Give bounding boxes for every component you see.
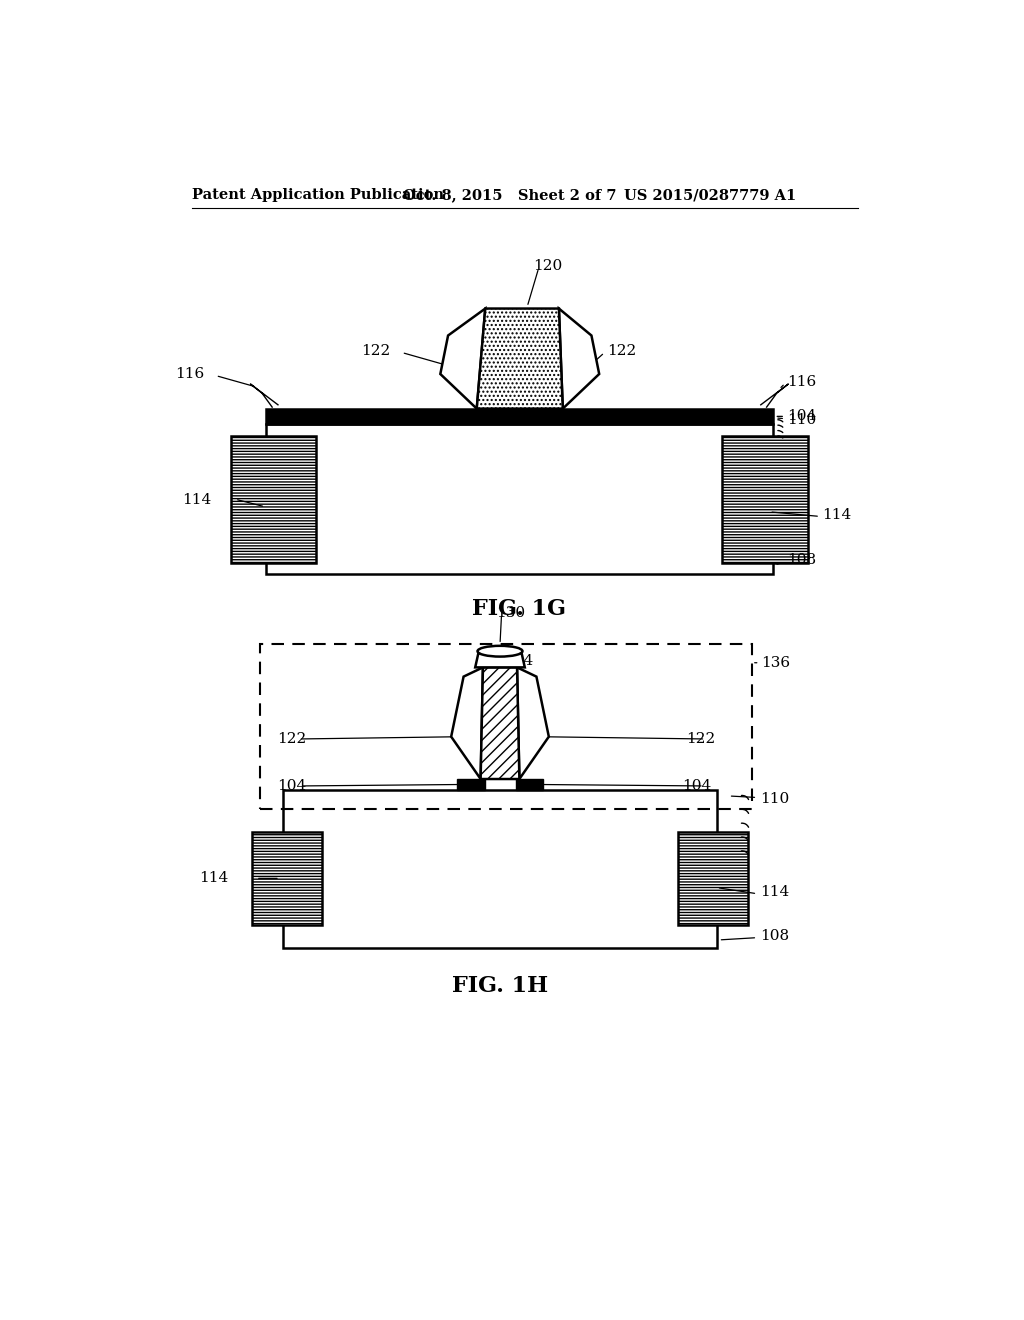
Text: Oct. 8, 2015   Sheet 2 of 7: Oct. 8, 2015 Sheet 2 of 7 — [403, 189, 616, 202]
Text: FIG. 1H: FIG. 1H — [452, 975, 548, 997]
Polygon shape — [559, 309, 599, 409]
Text: 120: 120 — [534, 259, 562, 273]
Polygon shape — [517, 668, 549, 779]
Text: 114: 114 — [760, 886, 788, 899]
Text: 114: 114 — [821, 508, 851, 521]
Text: 114: 114 — [182, 492, 212, 507]
Bar — [260, 644, 752, 809]
Bar — [515, 779, 543, 789]
Bar — [722, 436, 808, 562]
Text: 104: 104 — [786, 409, 816, 424]
Text: 108: 108 — [760, 929, 788, 942]
Text: 124: 124 — [504, 655, 534, 668]
Bar — [458, 779, 484, 789]
Text: 122: 122 — [686, 733, 715, 746]
Text: 108: 108 — [786, 553, 816, 568]
Bar — [252, 832, 322, 924]
Polygon shape — [440, 309, 485, 409]
Text: 136: 136 — [761, 656, 791, 669]
Bar — [231, 436, 316, 562]
Text: Patent Application Publication: Patent Application Publication — [191, 189, 443, 202]
Text: 114: 114 — [200, 871, 228, 886]
Polygon shape — [477, 309, 563, 409]
Bar — [283, 789, 717, 948]
Text: 122: 122 — [360, 345, 390, 358]
Polygon shape — [480, 668, 519, 779]
Text: 116: 116 — [786, 375, 816, 388]
Text: 116: 116 — [175, 367, 204, 381]
Text: FIG. 1G: FIG. 1G — [472, 598, 566, 620]
Polygon shape — [452, 668, 483, 779]
Text: 130: 130 — [496, 606, 525, 619]
Text: 110: 110 — [760, 792, 788, 807]
Text: 122: 122 — [607, 345, 636, 358]
Text: 104: 104 — [682, 779, 712, 793]
Text: 104: 104 — [276, 779, 306, 793]
Text: 122: 122 — [276, 733, 306, 746]
Bar — [266, 424, 773, 574]
Text: 110: 110 — [786, 413, 816, 428]
Ellipse shape — [477, 645, 522, 656]
Bar — [678, 832, 748, 924]
Text: US 2015/0287779 A1: US 2015/0287779 A1 — [624, 189, 797, 202]
Bar — [266, 409, 773, 424]
Polygon shape — [475, 653, 524, 668]
